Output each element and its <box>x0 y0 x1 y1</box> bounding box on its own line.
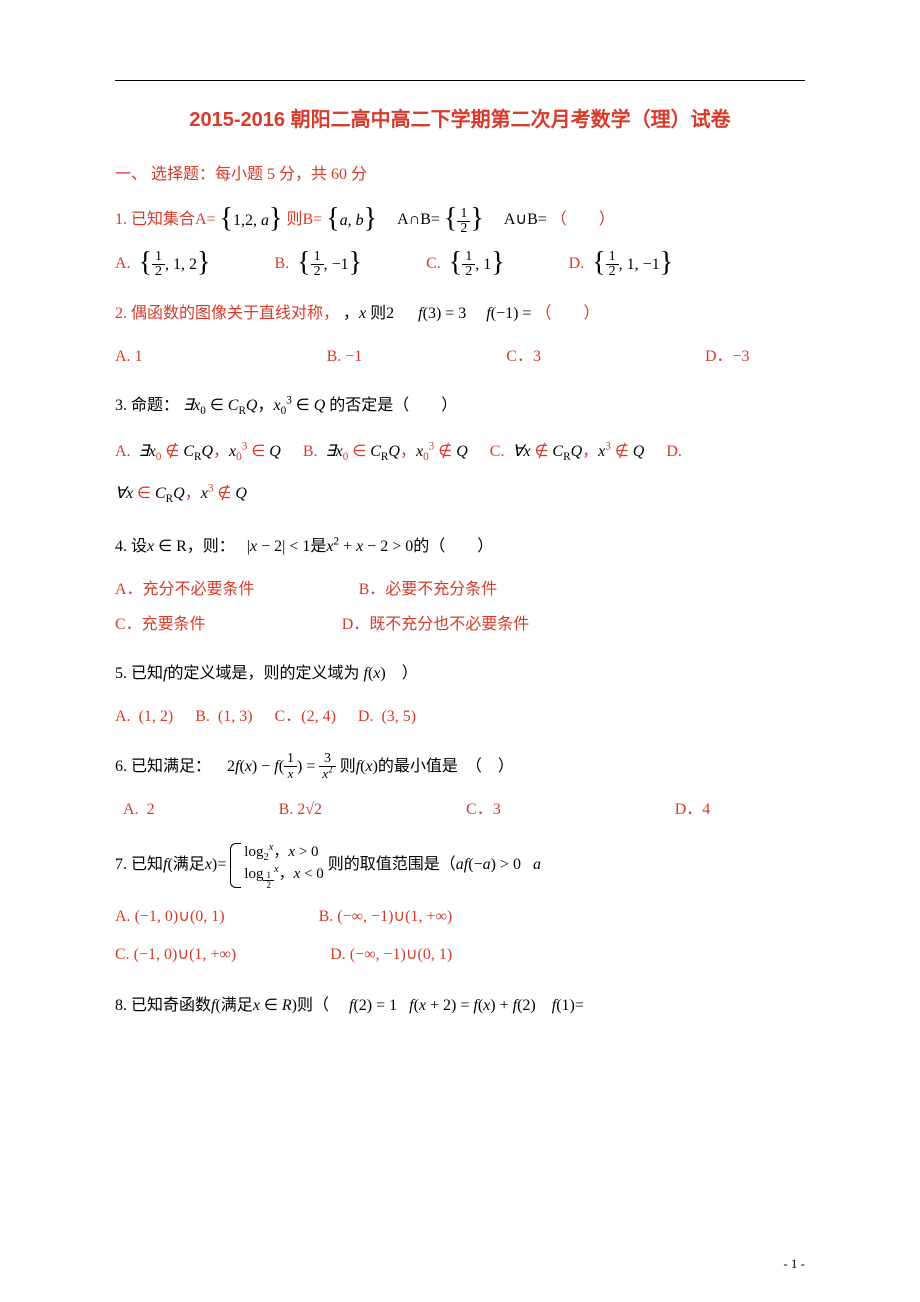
question-1: 1. 已知集合A= {1,2, a} 则B= {a, b} A∩B= {12} … <box>115 202 805 238</box>
q2-options: A. 1 B. −1 C．3 D．−3 <box>115 339 805 374</box>
top-rule <box>115 80 805 81</box>
q7-piecewise: log2x，x > 0 log12x，x < 0 <box>230 841 324 890</box>
q1-stem-b: 则B= <box>287 211 323 228</box>
q6-num: 6. <box>115 758 127 775</box>
q1-stem-a: 已知集合A= <box>131 211 216 228</box>
q8-num: 8. <box>115 997 127 1014</box>
q4-options: A．充分不必要条件 B．必要不充分条件 C．充要条件 D．既不充分也不必要条件 <box>115 572 805 642</box>
section-text: 选择题：每小题 5 分，共 60 分 <box>151 166 367 183</box>
q7-options: A. (−1, 0)∪(0, 1) B. (−∞, −1)∪(1, +∞) C.… <box>115 898 805 975</box>
q7-num: 7. <box>115 856 127 873</box>
question-4: 4. 设x ∈ R，则： |x − 2| < 1是x2 + x − 2 > 0的… <box>115 529 805 564</box>
q2-opt-d: D．−3 <box>705 339 750 374</box>
question-3: 3. 命题： ∃x0 ∈ CRQ，x03 ∈ Q 的否定是（ ） <box>115 388 805 423</box>
q5-num: 5. <box>115 665 127 682</box>
q5-options: A. (1, 2) B. (1, 3) C．(2, 4) D. (3, 5) <box>115 699 805 734</box>
q3-num: 3. <box>115 397 127 414</box>
q1-options: A. {12, 1, 2} B. {12, −1} C. {12, 1} D. … <box>115 246 805 282</box>
question-6: 6. 已知满足： 2f(x) − f(1x) = 3x2 则f(x)的最小值是 … <box>115 749 805 784</box>
exam-title: 2015-2016 朝阳二高中高二下学期第二次月考数学（理）试卷 <box>115 103 805 132</box>
q2-opt-b: B. −1 <box>327 339 363 374</box>
q2-opt-c: C．3 <box>506 339 541 374</box>
q2-num: 2. <box>115 305 127 322</box>
q2-stem: 偶函数的图像关于直线对称， <box>131 305 339 322</box>
q6-options: A. 2 B. 2√2 C．3 D．4 <box>115 792 805 827</box>
q3-options: A. ∃x0 ∉ CRQ，x03 ∈ Q B. ∃x0 ∈ CRQ，x03 ∉ … <box>115 431 805 514</box>
question-2: 2. 偶函数的图像关于直线对称， ，x 则2 f(3) = 3 f(−1) = … <box>115 296 805 331</box>
question-7: 7. 已知f(满足x)= log2x，x > 0 log12x，x < 0 则的… <box>115 841 805 890</box>
q1-num: 1. <box>115 211 127 228</box>
section-prefix: 一、 <box>115 166 147 183</box>
q4-opt-d: D．既不充分也不必要条件 <box>342 607 530 642</box>
q3-stem: 命题： <box>131 397 179 414</box>
q4-opt-a: A．充分不必要条件 <box>115 572 255 607</box>
question-5: 5. 已知f的定义域是，则的定义域为 f(x) ） <box>115 656 805 691</box>
q2-opt-a: A. 1 <box>115 339 143 374</box>
page-number: - 1 - <box>783 1256 805 1272</box>
q4-opt-b: B．必要不充分条件 <box>359 572 498 607</box>
q4-num: 4. <box>115 538 127 555</box>
section-heading: 一、 选择题：每小题 5 分，共 60 分 <box>115 160 805 184</box>
q4-opt-c: C．充要条件 <box>115 607 206 642</box>
question-8: 8. 已知奇函数f(满足x ∈ R)则（ f(2) = 1 f(x + 2) =… <box>115 988 805 1023</box>
